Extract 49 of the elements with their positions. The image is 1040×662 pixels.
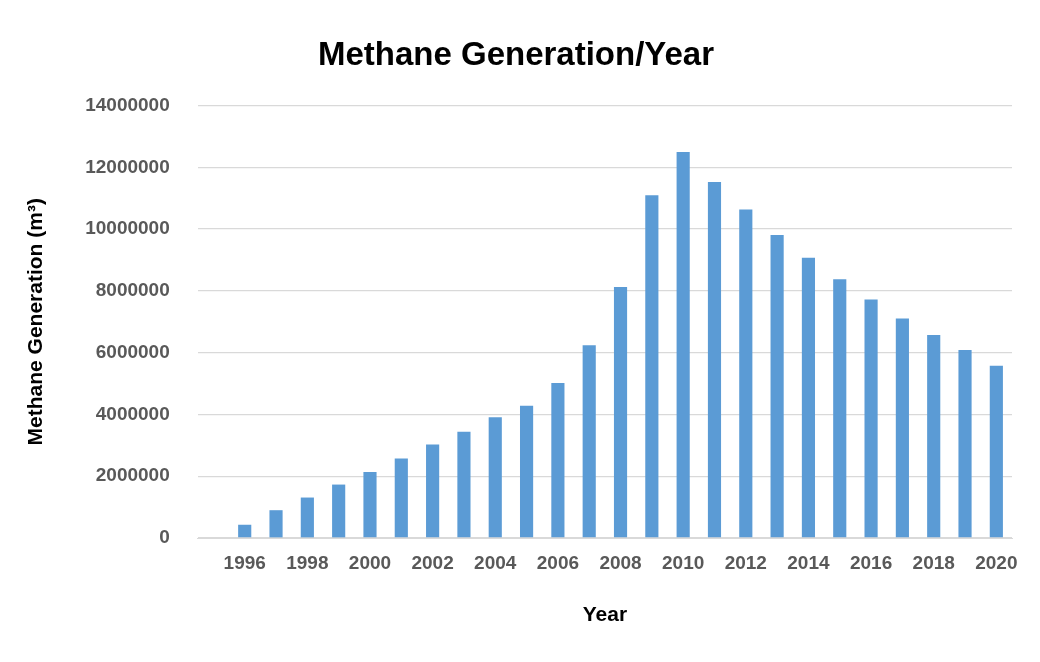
bar [958, 349, 972, 538]
bar [332, 484, 346, 538]
x-tick-label: 1996 [223, 551, 266, 573]
bar [269, 510, 283, 538]
bar [645, 195, 659, 538]
bar [927, 335, 941, 538]
y-tick-label: 10000000 [85, 217, 170, 239]
x-tick-label: 2018 [912, 551, 955, 573]
x-tick-label: 2010 [662, 551, 705, 573]
bar [895, 318, 909, 538]
bar [457, 431, 471, 538]
y-tick-label: 8000000 [95, 279, 170, 301]
chart-title: Methane Generation/Year [317, 34, 715, 72]
bar [676, 151, 690, 538]
bar [864, 299, 878, 538]
bar [739, 209, 753, 538]
bar [770, 235, 784, 538]
bar [551, 382, 565, 538]
x-tick-label: 2014 [787, 551, 830, 573]
y-tick-label: 4000000 [95, 402, 170, 424]
bar [363, 471, 377, 538]
bar [488, 417, 502, 538]
bar [238, 524, 252, 538]
x-tick-label: 2004 [474, 551, 517, 573]
bar [394, 458, 408, 538]
x-axis-title: Year [582, 602, 628, 626]
bar [707, 181, 722, 538]
bar [520, 405, 534, 538]
bar [801, 257, 816, 538]
bar [300, 497, 314, 538]
bar [989, 365, 1003, 538]
y-tick-label: 14000000 [85, 93, 170, 115]
x-tick-label: 2020 [975, 551, 1018, 573]
y-tick-label: 6000000 [95, 340, 170, 362]
y-axis-title: Methane Generation (m³) [23, 198, 47, 446]
bar [582, 345, 596, 538]
x-tick-label: 2016 [849, 551, 893, 573]
x-tick-label: 2012 [724, 551, 767, 573]
x-tick-label: 2002 [411, 551, 454, 573]
y-tick-label: 12000000 [85, 155, 170, 177]
bar [613, 286, 628, 538]
x-tick-label: 2008 [599, 551, 642, 573]
x-tick-label: 2006 [536, 551, 580, 573]
y-tick-label: 0 [159, 526, 170, 548]
x-tick-label: 2000 [348, 551, 392, 573]
x-tick-label: 1998 [286, 551, 329, 573]
bar [833, 279, 847, 538]
bar [426, 444, 440, 538]
y-tick-label: 2000000 [95, 464, 170, 486]
